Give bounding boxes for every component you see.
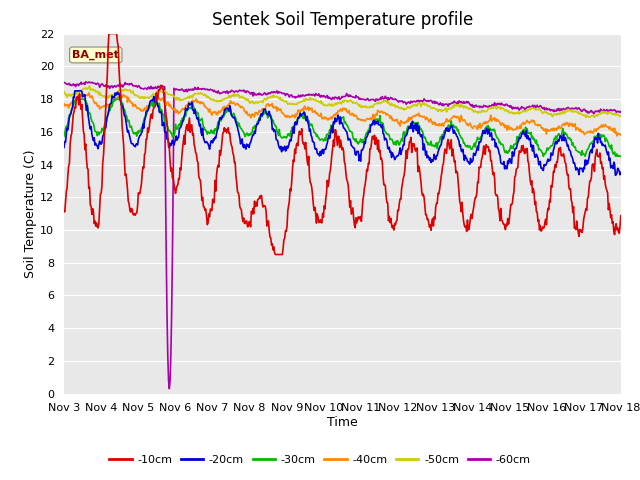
Legend: -10cm, -20cm, -30cm, -40cm, -50cm, -60cm: -10cm, -20cm, -30cm, -40cm, -50cm, -60cm xyxy=(105,451,535,469)
Text: BA_met: BA_met xyxy=(72,50,119,60)
Y-axis label: Soil Temperature (C): Soil Temperature (C) xyxy=(24,149,37,278)
Title: Sentek Soil Temperature profile: Sentek Soil Temperature profile xyxy=(212,11,473,29)
X-axis label: Time: Time xyxy=(327,416,358,429)
